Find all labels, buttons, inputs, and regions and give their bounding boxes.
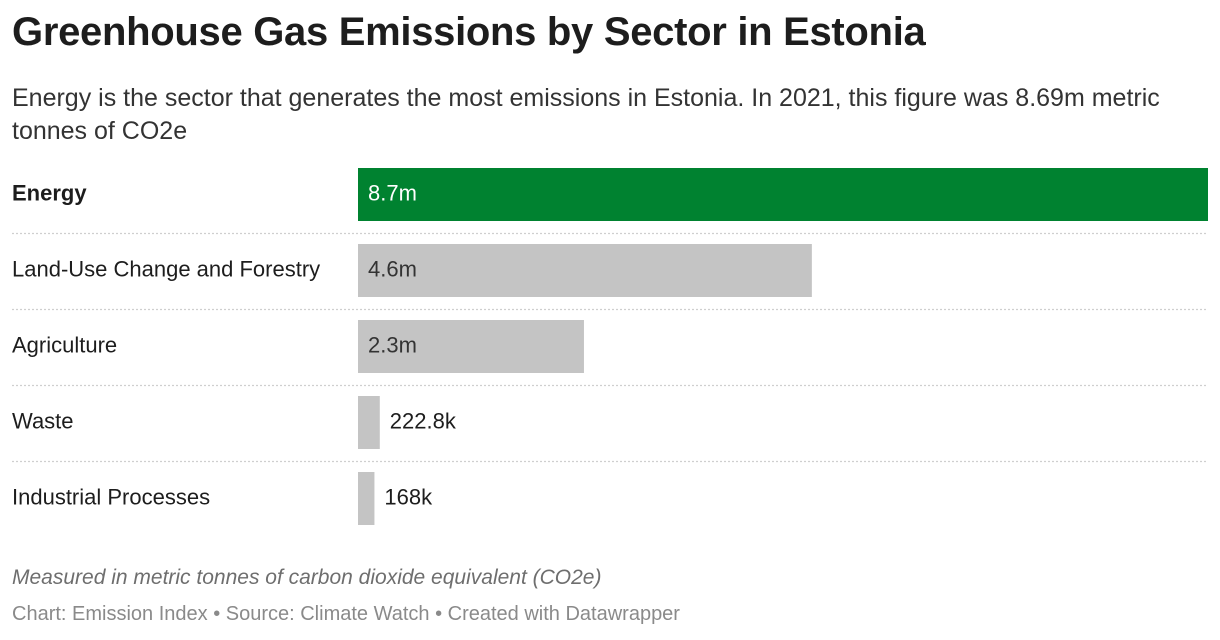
category-label: Energy	[12, 180, 87, 205]
value-label: 222.8k	[390, 408, 457, 433]
category-label: Waste	[12, 408, 74, 433]
category-label: Agriculture	[12, 332, 117, 357]
bar	[358, 320, 584, 373]
value-label: 2.3m	[368, 332, 417, 357]
chart-footer: Chart: Emission Index • Source: Climate …	[12, 603, 680, 625]
category-label: Land-Use Change and Forestry	[12, 256, 320, 281]
category-label: Industrial Processes	[12, 484, 210, 509]
value-label: 8.7m	[368, 180, 417, 205]
bar	[358, 472, 375, 525]
chart-title: Greenhouse Gas Emissions by Sector in Es…	[12, 10, 926, 54]
chart: Energy 8.7m Land-Use Change and Forestry 4.…	[12, 168, 1208, 525]
value-label: 4.6m	[368, 256, 417, 281]
bar	[358, 168, 1208, 221]
chart-subtitle: Energy is the sector that generates the …	[12, 84, 1160, 145]
value-label: 168k	[384, 484, 433, 509]
bar	[358, 396, 380, 449]
bar	[358, 244, 812, 297]
chart-note: Measured in metric tonnes of carbon diox…	[12, 566, 602, 589]
